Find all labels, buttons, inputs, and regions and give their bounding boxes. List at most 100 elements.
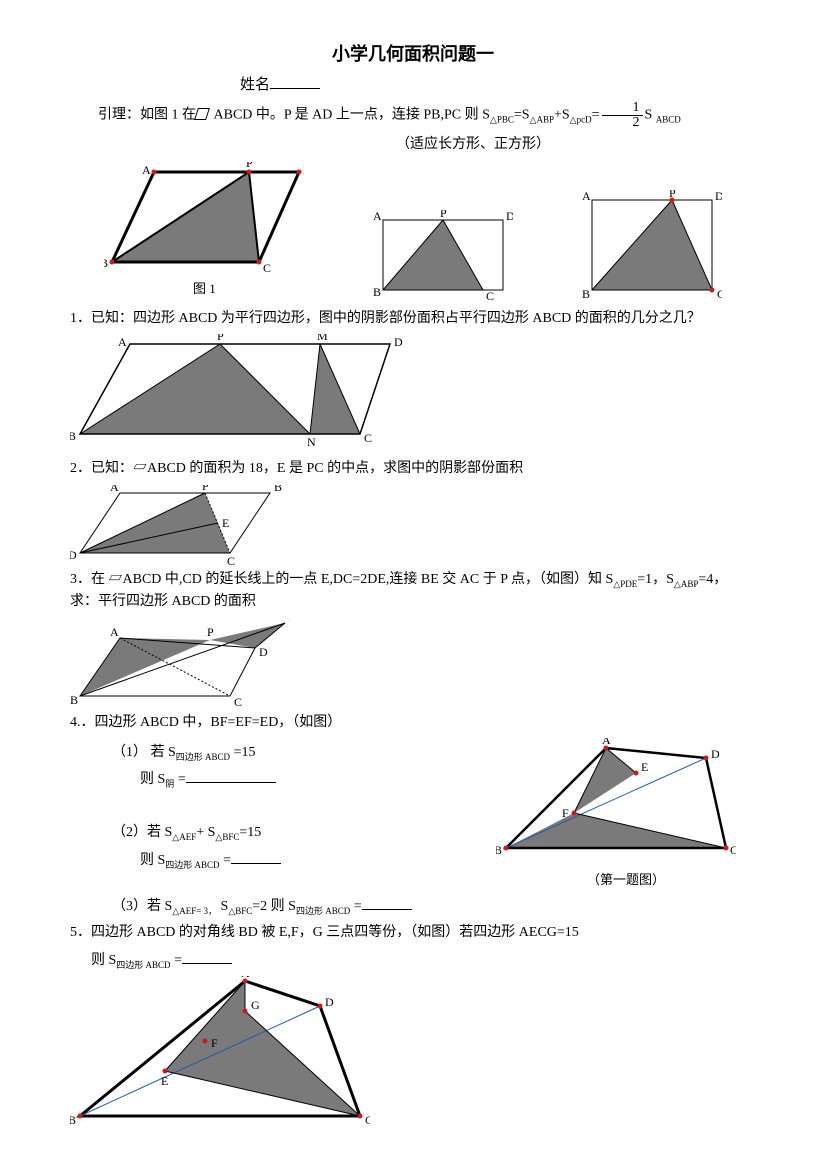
q4-1a-sub: 四边形 ABCD: [176, 752, 230, 762]
q5-blank[interactable]: [182, 949, 232, 964]
svg-text:C: C: [227, 554, 235, 565]
figure-q5: ADBCEFG: [70, 976, 370, 1126]
svg-text:P: P: [202, 485, 209, 493]
figure-q1: A P M D B N C: [70, 334, 410, 454]
svg-text:E: E: [289, 618, 290, 624]
figure-q4: ADBCEF: [496, 738, 736, 868]
intro-s: S: [645, 108, 653, 123]
svg-text:P: P: [207, 625, 214, 639]
q3-sub1: △PDE: [613, 579, 637, 589]
q5-b-end: =: [171, 953, 182, 968]
q3-line2: 求：平行四边形 ABCD 的面积: [70, 594, 256, 609]
svg-text:C: C: [364, 431, 372, 445]
svg-text:C: C: [486, 289, 494, 300]
q4-3a-mid: S: [217, 899, 228, 914]
q4-1b: 则 S阴 =: [140, 768, 496, 791]
figure-intro-3: A P D B C: [582, 190, 722, 300]
question-4-head: 4.．四边形 ABCD 中，BF=EF=ED，（如图）: [70, 712, 756, 734]
name-label: 姓名: [240, 77, 270, 93]
intro-eq2: =: [592, 108, 600, 123]
q4-2a: （2）若 S△AEF+ S△BFC=15: [112, 822, 496, 844]
q4-2a-txt: （2）若 S: [112, 825, 172, 840]
q3-sub2: △ABP: [674, 579, 698, 589]
svg-text:D: D: [394, 335, 403, 349]
svg-text:B: B: [70, 429, 76, 443]
svg-text:P: P: [217, 334, 224, 343]
intro-sub4: ABCD: [656, 114, 681, 124]
q4-2a-end: =15: [239, 825, 261, 840]
svg-text:A: A: [118, 335, 127, 349]
page-title: 小学几何面积问题一: [70, 40, 756, 69]
intro-mid: ABCD 中。P 是 AD 上一点，连接 PB,PC 则 S: [210, 108, 490, 123]
svg-text:A: A: [582, 190, 591, 203]
svg-text:A: A: [110, 625, 119, 639]
svg-text:P: P: [440, 210, 447, 220]
q4-1b-txt: 则 S: [140, 772, 165, 787]
svg-text:B: B: [373, 285, 381, 299]
intro-sub3: △pcD: [570, 114, 592, 124]
svg-text:B: B: [582, 287, 590, 300]
svg-text:B: B: [70, 1113, 76, 1126]
fraction-half: 12: [602, 101, 643, 130]
svg-text:D: D: [259, 645, 268, 659]
frac-num: 1: [602, 101, 643, 116]
q4-3a-sub3: 四边形 ABCD: [296, 906, 350, 916]
note-paren: （适应长方形、正方形）: [190, 134, 756, 156]
intro-figures-row: A P D B C 图 1 A P D B C A P D B C: [70, 162, 756, 300]
svg-text:B: B: [104, 256, 108, 270]
question-1: 1．已知：四边形 ABCD 为平行四边形，图中的阴影部份面积占平行四边形 ABC…: [70, 308, 756, 330]
q4-1a: （1） 若 S四边形 ABCD =15: [112, 742, 496, 764]
svg-text:C: C: [730, 843, 736, 857]
q3-end: =4，: [698, 572, 727, 587]
svg-text:P: P: [246, 162, 253, 170]
q4-1a-txt: （1） 若 S: [112, 745, 176, 760]
q4-3a-sub2: △BFC: [228, 906, 252, 916]
intro-sub2: △ABP: [530, 114, 554, 124]
svg-text:P: P: [669, 190, 676, 200]
q4-2b-sub: 四边形 ABCD: [165, 859, 219, 869]
q4-fig-caption: （第一题图）: [496, 870, 756, 891]
q4-3a-sub1: △AEF= 3，: [172, 906, 217, 916]
svg-text:C: C: [234, 695, 242, 708]
svg-text:M: M: [317, 334, 328, 343]
q4-1b-sub: 阴: [165, 779, 174, 789]
intro-line: 引理：如图 1 在 ABCD 中。P 是 AD 上一点，连接 PB,PC 则 S…: [70, 101, 756, 130]
name-blank[interactable]: [270, 74, 320, 89]
svg-text:D: D: [715, 190, 722, 203]
q4-2-blank[interactable]: [231, 849, 281, 864]
q5-b: 则 S四边形 ABCD =: [91, 949, 756, 972]
svg-text:A: A: [142, 163, 151, 177]
intro-sub1: △PBC: [490, 114, 514, 124]
name-row: 姓名: [240, 73, 756, 97]
svg-text:A: A: [110, 485, 119, 494]
svg-text:C: C: [365, 1113, 370, 1126]
q4-1a-end: =15: [230, 745, 255, 760]
svg-text:N: N: [307, 435, 316, 449]
svg-text:A: A: [602, 738, 611, 747]
svg-text:D: D: [711, 747, 720, 761]
svg-text:D: D: [506, 210, 513, 223]
fig1-caption: 图 1: [193, 279, 216, 300]
q3-mid: =1，S: [637, 572, 674, 587]
svg-text:D: D: [303, 163, 304, 177]
q4-3: （3）若 S△AEF= 3， S△BFC=2 则 S四边形 ABCD =: [112, 895, 756, 918]
q4-3a-txt: （3）若 S: [112, 899, 172, 914]
figure-q3: APDEBC: [70, 618, 290, 708]
question-2: 2．已知：▱ABCD 的面积为 18，E 是 PC 的中点，求图中的阴影部份面积: [70, 458, 756, 480]
svg-text:C: C: [717, 287, 722, 300]
svg-text:A: A: [241, 976, 250, 980]
q4-3-blank[interactable]: [362, 895, 412, 910]
intro-eq: =S: [514, 108, 530, 123]
q4-2a-sub2: △BFC: [215, 832, 239, 842]
svg-text:A: A: [373, 210, 382, 223]
figure-intro-1: APDBC: [104, 162, 304, 277]
q3-a: 3．在 ▱ABCD 中,CD 的延长线上的一点 E,DC=2DE,连接 BE 交…: [70, 572, 613, 587]
q4-1-blank[interactable]: [186, 768, 276, 783]
svg-text:B: B: [496, 843, 502, 857]
q4-2a-plus: + S: [196, 825, 215, 840]
q4-2b-end: =: [220, 853, 231, 868]
q4-3a-end2: =: [350, 899, 361, 914]
svg-text:B: B: [274, 485, 282, 494]
intro-plus: +S: [554, 108, 570, 123]
svg-text:D: D: [70, 548, 77, 562]
